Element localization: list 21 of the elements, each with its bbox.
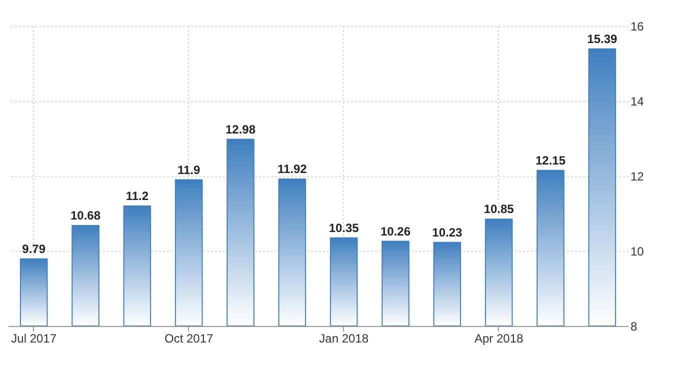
data-label: 10.85 — [484, 202, 514, 216]
data-label: 15.39 — [587, 32, 618, 46]
data-label: 10.35 — [328, 220, 360, 235]
data-label: 12.15 — [535, 153, 566, 168]
x-tick-label: Apr 2018 — [474, 332, 524, 346]
x-tick-label: Oct 2017 — [164, 332, 214, 346]
data-label: 10.68 — [70, 208, 101, 222]
y-tick-label: 14 — [630, 94, 644, 108]
x-tick-label: Jan 2018 — [319, 332, 369, 346]
data-label: 11.9 — [177, 162, 200, 177]
data-label: 10.26 — [380, 224, 411, 238]
data-label: 10.23 — [432, 225, 463, 240]
data-label: 12.98 — [225, 122, 256, 136]
y-tick-label: 16 — [630, 20, 644, 34]
y-tick-label: 8 — [630, 320, 638, 334]
y-tick-label: 10 — [630, 244, 644, 258]
x-tick-label: Jul 2017 — [11, 332, 57, 346]
data-label: 11.92 — [277, 162, 308, 176]
data-label: 9.79 — [22, 242, 46, 256]
data-label: 11.2 — [126, 189, 149, 203]
y-tick-label: 12 — [630, 170, 644, 184]
